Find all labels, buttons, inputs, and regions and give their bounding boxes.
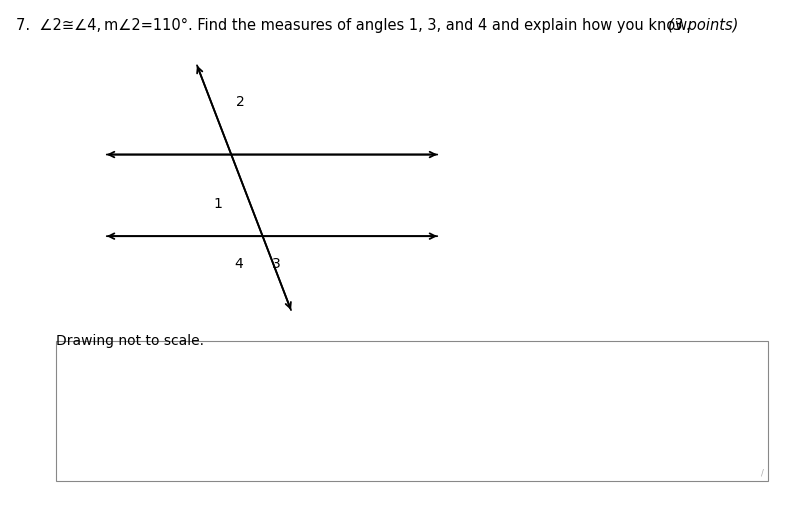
Text: 1: 1 [213, 196, 222, 211]
Text: Drawing not to scale.: Drawing not to scale. [56, 333, 204, 347]
Text: 3: 3 [272, 256, 280, 270]
Bar [56, 341, 768, 481]
Text: 7.  ∠2≅∠4, m∠2=110°. Find the measures of angles 1, 3, and 4 and explain how you: 7. ∠2≅∠4, m∠2=110°. Find the measures of… [16, 18, 690, 33]
Text: 4: 4 [234, 256, 242, 270]
Text: 2: 2 [236, 95, 244, 109]
Text: (3 points): (3 points) [668, 18, 738, 33]
Text: /: / [761, 468, 764, 477]
